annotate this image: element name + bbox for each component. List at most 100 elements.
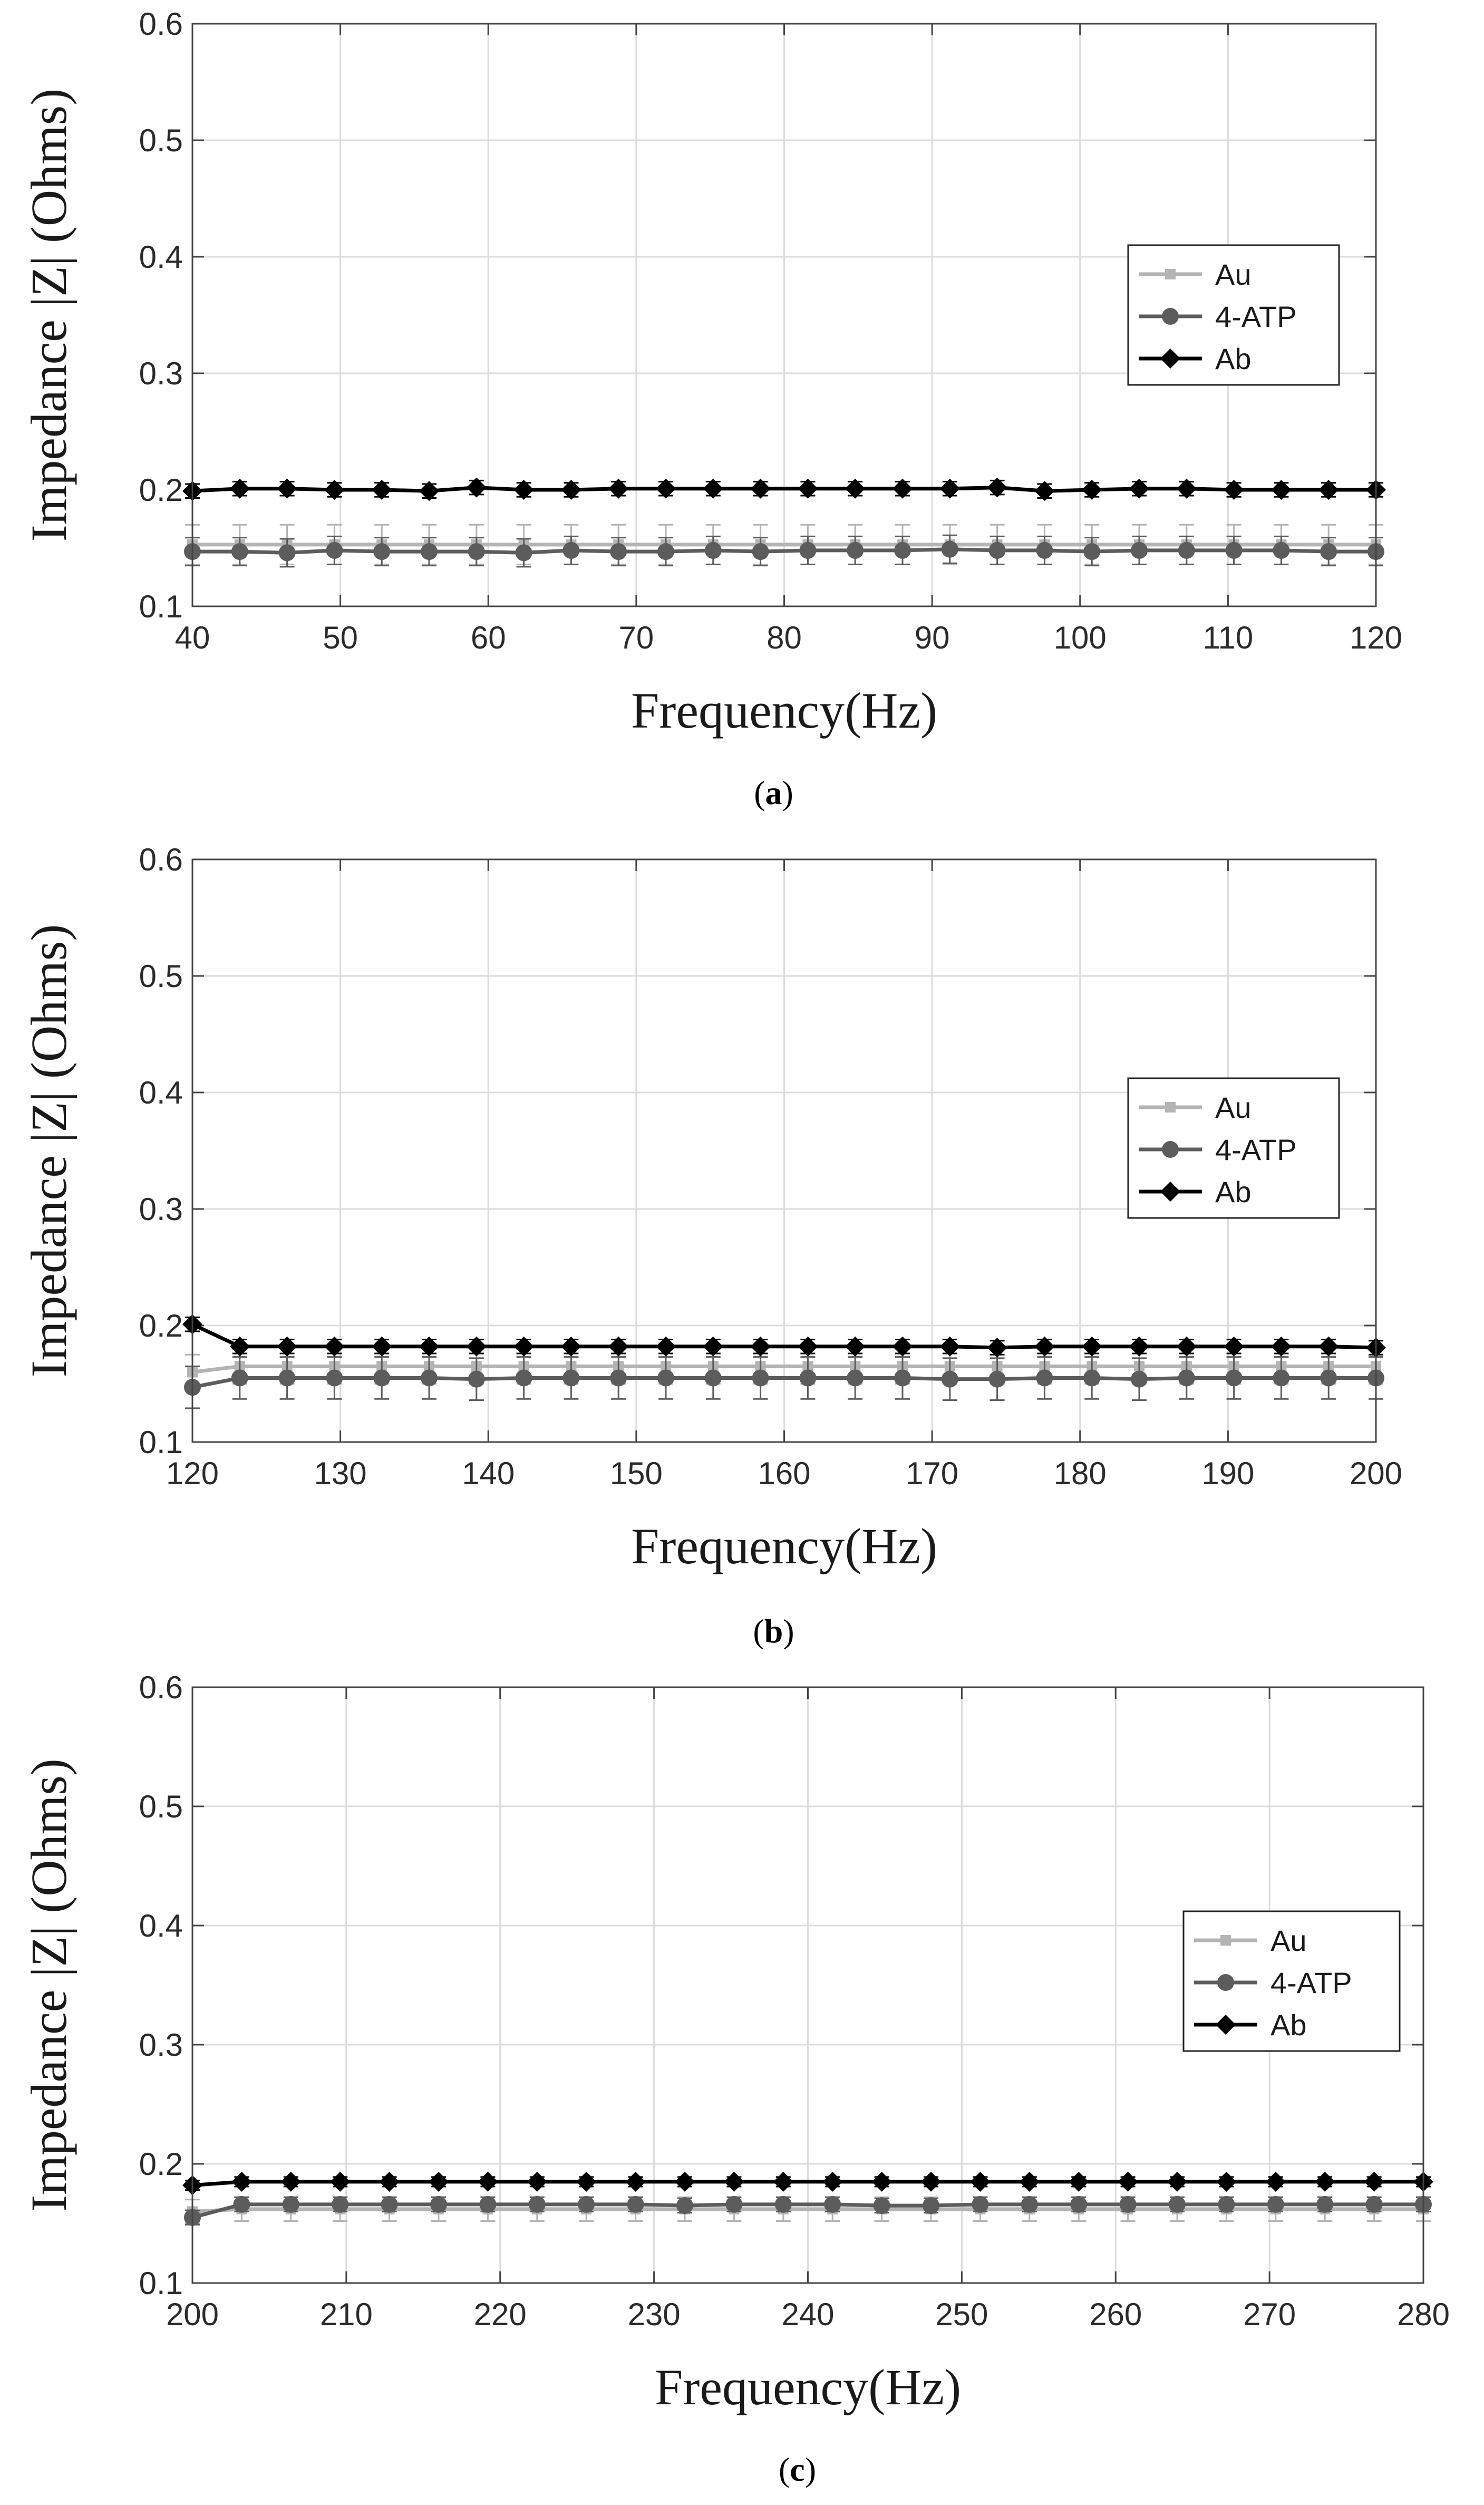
data-point [1365, 2195, 1383, 2213]
data-point [724, 2171, 744, 2192]
y-axis-title: Impedance |Z| (Ohms) [21, 1758, 77, 2211]
data-point [1224, 480, 1244, 500]
legend-item: Au [1194, 1924, 1307, 1957]
legend-label: Au [1215, 1091, 1252, 1124]
panel-caption: (a) [754, 774, 793, 811]
y-tick-label: 0.3 [139, 1192, 183, 1227]
data-point [1225, 541, 1243, 559]
data-point [1225, 1369, 1243, 1387]
legend-item: 4-ATP [1139, 300, 1297, 333]
data-point [847, 1369, 864, 1387]
data-point [1019, 2171, 1040, 2192]
data-point [798, 478, 818, 499]
data-point [1218, 2195, 1235, 2213]
data-point [515, 1369, 532, 1387]
x-axis-title: Frequency(Hz) [631, 1518, 937, 1574]
y-axis-title: Impedance |Z| (Ohms) [21, 924, 77, 1377]
data-point [987, 1337, 1007, 1358]
y-tick-label: 0.6 [139, 6, 183, 42]
data-point [1034, 481, 1055, 501]
data-point [921, 2171, 941, 2192]
x-tick-label: 270 [1243, 2297, 1296, 2332]
data-point [750, 478, 771, 499]
data-point [466, 1336, 487, 1357]
data-point [1318, 1336, 1339, 1357]
y-tick-label: 0.2 [139, 2146, 183, 2182]
legend-label: 4-ATP [1270, 1966, 1352, 1999]
data-point [513, 480, 534, 500]
data-point [429, 2171, 449, 2192]
x-tick-label: 280 [1397, 2297, 1450, 2332]
legend: Au 4-ATP Ab [1127, 1077, 1340, 1219]
data-point [1273, 541, 1290, 559]
legend-label: 4-ATP [1215, 1133, 1297, 1166]
axes-frame [191, 23, 1377, 607]
x-axis-title: Frequency(Hz) [631, 682, 937, 739]
data-point [421, 1369, 438, 1387]
y-tick-label: 0.5 [139, 959, 183, 994]
data-point [988, 1370, 1006, 1388]
y-tick-label: 0.1 [139, 589, 183, 624]
data-point [372, 1336, 392, 1357]
panel-caption: (c) [779, 2451, 816, 2488]
data-point [1131, 541, 1148, 559]
data-point [561, 480, 581, 500]
caption-paren: ( [779, 2451, 790, 2488]
data-point [229, 478, 250, 499]
data-point [608, 1336, 629, 1357]
y-tick-label: 0.1 [139, 2266, 183, 2301]
legend-marker [1160, 1182, 1180, 1202]
data-point [1176, 1336, 1197, 1357]
data-point [478, 2171, 498, 2192]
data-point [278, 544, 296, 562]
data-point [373, 543, 391, 560]
data-point [845, 478, 866, 499]
legend: Au 4-ATP Ab [1127, 244, 1340, 386]
axes-frame [191, 858, 1377, 1443]
y-tick-label: 0.1 [139, 1425, 183, 1460]
y-axis-title: Impedance |Z| (Ohms) [21, 89, 77, 541]
data-point [277, 478, 297, 499]
data-point [324, 1336, 345, 1357]
data-point [1083, 1369, 1101, 1387]
x-tick-label: 120 [1350, 620, 1402, 655]
data-point [987, 477, 1007, 498]
data-point [1167, 2171, 1187, 2192]
legend: Au 4-ATP Ab [1182, 1910, 1401, 2052]
series-line [192, 547, 1376, 555]
y-tick-label: 0.3 [139, 356, 183, 391]
axis-ticks: 40 50 60 70 80 90 100 110 120 0.1 0.2 0.3 0.4 0.5 0.6 [139, 6, 1402, 655]
legend-item: 4-ATP [1194, 1966, 1352, 1999]
data-point [625, 2171, 646, 2192]
series-4-atp [184, 534, 1384, 568]
data-point [562, 1369, 580, 1387]
x-tick-label: 110 [1203, 620, 1254, 655]
data-point [656, 1336, 676, 1357]
data-point [1273, 1369, 1290, 1387]
data-point [229, 1336, 250, 1357]
data-point [332, 2195, 349, 2213]
chart-panel-b: 120 130 140 150 160 170 180 190 200 0.1 0.2 0.3 0.4 0… [21, 842, 1402, 1650]
x-tick-label: 240 [781, 2297, 834, 2332]
y-tick-label: 0.5 [139, 1789, 183, 1824]
x-tick-label: 200 [1350, 1456, 1402, 1491]
x-tick-label: 230 [628, 2297, 681, 2332]
x-tick-label: 220 [474, 2297, 527, 2332]
series-ab [182, 1314, 1386, 1358]
caption-paren: ) [782, 774, 793, 811]
data-point [1118, 2171, 1138, 2192]
caption-letter: a [765, 774, 782, 811]
data-point [970, 2171, 991, 2192]
x-tick-label: 70 [619, 620, 654, 655]
data-point [466, 477, 487, 498]
legend-item: 4-ATP [1139, 1133, 1297, 1166]
data-point [1169, 2195, 1186, 2213]
legend-label: 4-ATP [1215, 300, 1297, 333]
data-point [1119, 2195, 1137, 2213]
caption-letter: c [790, 2451, 804, 2488]
data-point [1036, 1369, 1053, 1387]
legend-marker [1162, 1141, 1179, 1158]
data-point [1224, 1336, 1244, 1357]
data-point [939, 478, 960, 499]
x-tick-label: 180 [1054, 1456, 1107, 1491]
